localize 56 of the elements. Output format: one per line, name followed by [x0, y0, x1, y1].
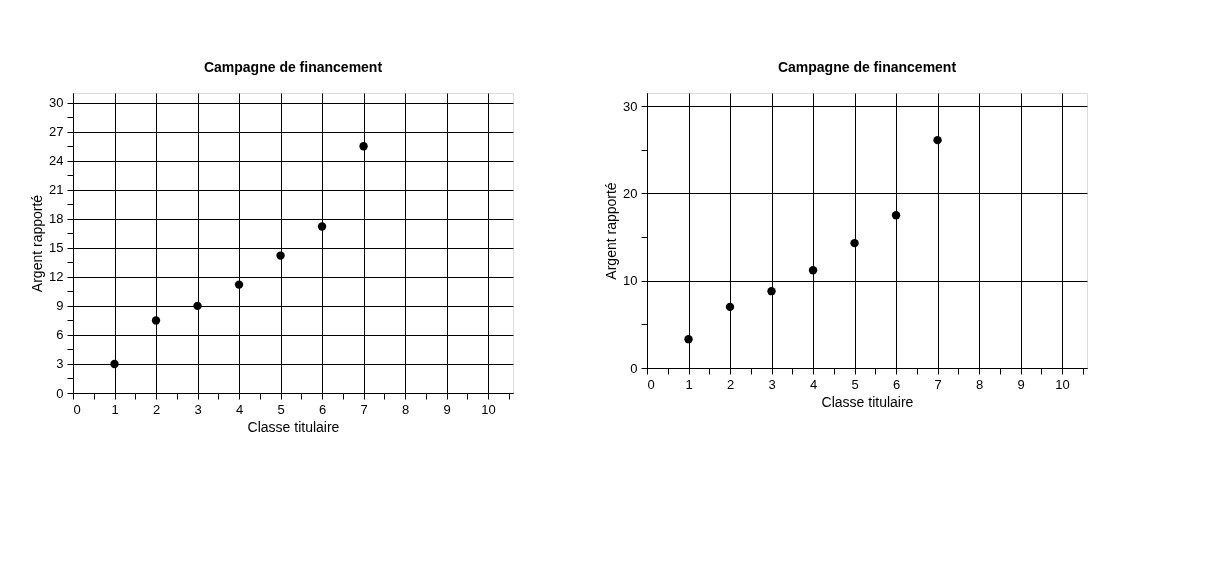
chart-title: Campagne de financement: [777, 59, 957, 75]
point: [151, 316, 161, 325]
point: [193, 301, 202, 311]
y-tick-label: 10: [623, 273, 638, 289]
y-tick-label: 27: [49, 124, 64, 140]
x-tick-label: 0: [647, 376, 655, 392]
y-tick-label: 20: [623, 185, 638, 201]
point: [850, 238, 859, 248]
y-tick-label: 9: [56, 298, 64, 314]
point: [276, 251, 285, 260]
x-tick-label: 8: [401, 401, 410, 417]
x-tick-label: 4: [809, 376, 818, 392]
x-tick-label: 8: [975, 376, 984, 392]
x-tick-label: 5: [851, 376, 859, 392]
y-tick-label: 21: [49, 182, 64, 198]
x-tick-label: 7: [934, 376, 942, 392]
y-tick-label: 3: [56, 356, 64, 372]
point: [359, 142, 368, 151]
y-tick-label: 24: [49, 153, 64, 169]
point: [891, 211, 901, 220]
x-tick-label: 6: [892, 376, 901, 392]
point: [808, 266, 818, 275]
y-tick-label: 30: [49, 95, 64, 111]
y-tick-label: 15: [49, 240, 64, 256]
chart-title: Campagne de financement: [203, 59, 383, 75]
x-tick-label: 0: [73, 401, 81, 417]
x-tick-label: 1: [111, 401, 119, 417]
x-tick-label: 5: [277, 401, 285, 417]
y-tick-label: 0: [630, 360, 638, 376]
x-tick-label: 3: [768, 376, 776, 392]
x-tick-label: 3: [194, 401, 202, 417]
x-tick-label: 6: [318, 401, 327, 417]
point: [725, 302, 735, 312]
y-tick-label: 12: [49, 269, 64, 285]
y-tick-label: 30: [623, 98, 638, 114]
x-tick-label: 2: [152, 401, 161, 417]
y-tick-label: 18: [49, 211, 64, 227]
x-tick-label: 9: [443, 401, 451, 417]
x-tick-label: 10: [481, 401, 496, 417]
y-axis-title: Argent rapporté: [603, 182, 620, 280]
point: [684, 335, 693, 344]
point: [767, 287, 776, 296]
point: [933, 135, 942, 145]
x-tick-label: 2: [726, 376, 735, 392]
x-tick-label: 10: [1055, 376, 1070, 392]
x-tick-label: 7: [360, 401, 368, 417]
x-tick-label: 9: [1017, 376, 1025, 392]
y-tick-label: 6: [56, 327, 64, 343]
x-tick-label: 1: [685, 376, 693, 392]
point: [234, 280, 244, 289]
point: [317, 222, 327, 231]
x-axis-title: Classe titulaire: [247, 418, 340, 435]
x-tick-label: 4: [235, 401, 244, 417]
y-axis-title: Argent rapporté: [29, 194, 46, 293]
point: [110, 359, 119, 369]
x-axis-title: Classe titulaire: [821, 393, 914, 410]
